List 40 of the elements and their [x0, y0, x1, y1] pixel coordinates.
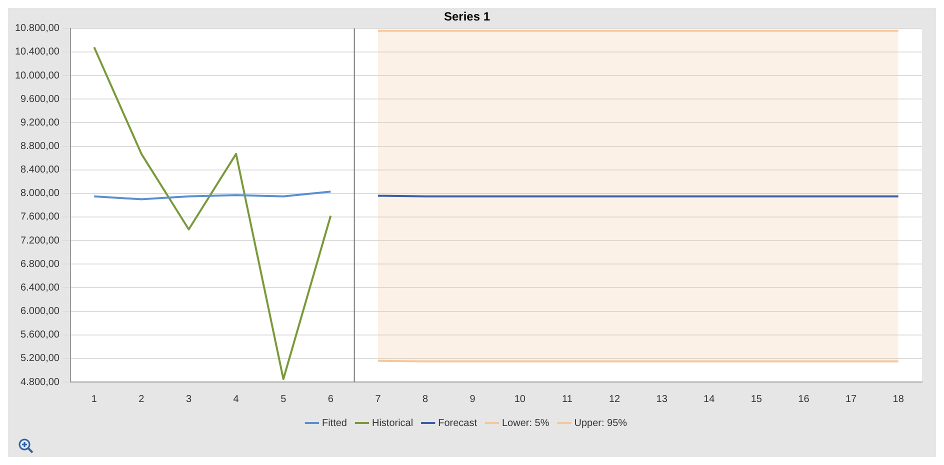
y-tick-label: 5.200,00	[20, 353, 60, 364]
x-tick-label: 14	[704, 394, 716, 405]
y-tick-label: 7.200,00	[20, 235, 60, 246]
y-tick-label: 4.800,00	[20, 376, 60, 388]
x-tick-label: 1	[91, 394, 98, 405]
y-tick-label: 9.600,00	[20, 94, 60, 105]
y-tick-label: 5.600,00	[20, 330, 60, 341]
y-tick-label: 7.600,00	[20, 212, 60, 223]
y-tick-label: 8.000,00	[20, 188, 60, 200]
x-tick-label: 11	[562, 394, 573, 405]
x-tick-label: 17	[845, 394, 858, 405]
x-tick-label: 5	[280, 394, 287, 405]
y-tick-label: 6.800,00	[20, 258, 60, 270]
y-tick-label: 10.400,00	[14, 46, 60, 58]
x-tick-label: 4	[233, 394, 240, 405]
x-tick-label: 9	[470, 394, 476, 405]
x-tick-label: 8	[422, 394, 429, 405]
legend-label: Forecast	[438, 418, 478, 429]
x-tick-label: 6	[328, 394, 334, 405]
y-tick-label: 8.800,00	[20, 141, 60, 152]
legend-label: Fitted	[322, 418, 347, 429]
y-tick-label: 9.200,00	[20, 117, 60, 128]
chart-title: Series 1	[444, 10, 490, 24]
x-tick-label: 16	[798, 394, 810, 405]
x-tick-label: 12	[608, 394, 621, 405]
x-tick-label: 18	[892, 394, 904, 405]
legend-label: Lower: 5%	[502, 418, 550, 429]
y-tick-label: 10.800,00	[14, 23, 60, 34]
y-tick-label: 8.400,00	[20, 164, 60, 176]
legend-label: Upper: 95%	[574, 418, 628, 429]
x-tick-label: 3	[186, 394, 192, 405]
y-tick-label: 6.400,00	[20, 282, 60, 294]
legend-label: Historical	[372, 418, 414, 429]
y-tick-label: 6.000,00	[20, 306, 60, 318]
x-tick-label: 15	[750, 394, 762, 405]
x-tick-label: 13	[656, 394, 668, 405]
x-tick-label: 7	[375, 394, 382, 405]
x-tick-label: 2	[138, 394, 145, 405]
y-tick-label: 10.000,00	[14, 70, 60, 82]
x-tick-label: 10	[514, 394, 526, 405]
